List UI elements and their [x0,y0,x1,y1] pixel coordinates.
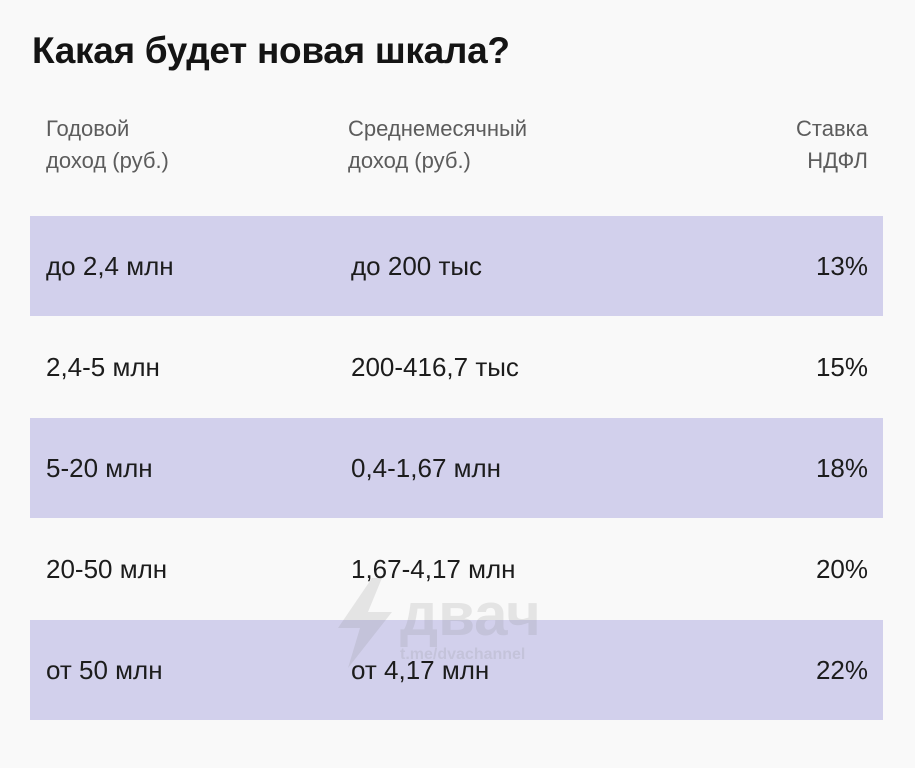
annual-income-cell: 5-20 млн [46,453,153,483]
table-row: 2,4-5 млн 200-416,7 тыс 15% [30,317,883,417]
column-header-rate-line2: НДФЛ [807,148,868,173]
monthly-income-cell: до 200 тыс [351,251,483,281]
monthly-income-cell: 0,4-1,67 млн [351,453,502,483]
column-header-tax-rate: Ставка НДФЛ [796,113,868,177]
tax-rate-cell: 22% [815,655,868,685]
column-header-monthly-line2: доход (руб.) [348,148,471,173]
column-header-annual-income: Годовой доход (руб.) [46,113,169,177]
monthly-income-cell: 1,67-4,17 млн [351,554,516,584]
table-row: 5-20 млн 0,4-1,67 млн 18% [30,418,883,518]
table-row: до 2,4 млн до 200 тыс 13% [30,216,883,316]
page-title: Какая будет новая шкала? [32,30,510,71]
monthly-income-cell: 200-416,7 тыс [351,352,519,382]
column-header-annual-line2: доход (руб.) [46,148,169,173]
tax-rate-cell: 13% [815,251,868,281]
monthly-income-cell: от 4,17 млн [351,655,490,685]
tax-rate-cell: 15% [815,352,868,382]
annual-income-cell: до 2,4 млн [46,251,174,281]
column-header-monthly-line1: Среднемесячный [348,116,528,141]
tax-rate-cell: 20% [815,554,868,584]
annual-income-cell: от 50 млн [46,655,163,685]
annual-income-cell: 2,4-5 млн [46,352,160,382]
table-row: 20-50 млн 1,67-4,17 млн 20% [30,519,883,619]
annual-income-cell: 20-50 млн [46,554,168,584]
column-header-monthly-income: Среднемесячный доход (руб.) [348,113,527,177]
column-header-annual-line1: Годовой [46,116,130,141]
column-header-rate-line1: Ставка [796,116,868,141]
table-row: от 50 млн от 4,17 млн 22% [30,620,883,720]
tax-rate-cell: 18% [815,453,868,483]
